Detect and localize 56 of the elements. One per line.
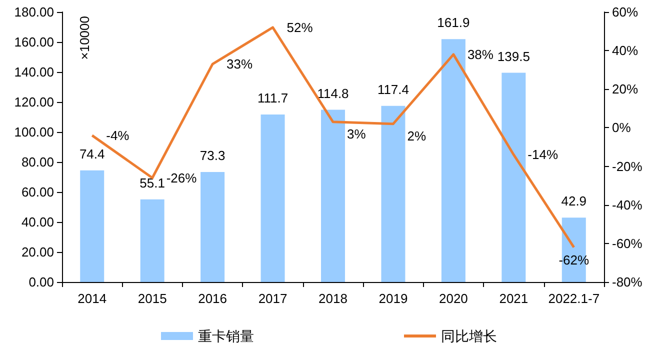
x-tick-label: 2022.1-7 <box>548 291 600 306</box>
y-tick-label: 40.00 <box>21 214 54 230</box>
y-tick-label: 120.00 <box>14 94 54 110</box>
data-label: 73.3 <box>200 148 226 164</box>
data-label: 52% <box>286 20 314 35</box>
y2-tick-label: -20% <box>612 158 643 174</box>
data-label: 3% <box>347 126 366 142</box>
data-label: 139.5 <box>497 48 530 64</box>
data-label: 38% <box>467 46 494 62</box>
bar <box>321 110 345 282</box>
y-tick-label: 140.00 <box>14 64 54 80</box>
x-tick-label: 2014 <box>78 291 107 306</box>
y-tick-label: 160.00 <box>14 34 54 50</box>
y-tick-label: 20.00 <box>21 244 54 260</box>
y-tick-label: 100.00 <box>14 124 54 140</box>
y-tick-label: 60.00 <box>21 184 54 200</box>
y2-tick-label: 20% <box>612 82 638 97</box>
bar <box>80 170 104 282</box>
bar <box>381 106 406 282</box>
data-label: -62% <box>558 252 590 268</box>
bar <box>502 72 526 282</box>
bar <box>200 172 225 282</box>
x-tick-label: 2019 <box>378 291 408 306</box>
data-label: 2% <box>407 128 426 144</box>
x-tick-label: 2017 <box>258 291 288 306</box>
bar <box>260 114 285 282</box>
data-label: 117.4 <box>377 82 410 97</box>
x-tick-label: 2018 <box>318 291 348 306</box>
x-tick-label: 2016 <box>198 291 228 306</box>
data-label: 111.7 <box>257 90 288 106</box>
data-label: 161.9 <box>437 15 470 30</box>
bar <box>441 39 466 282</box>
data-label: 114.8 <box>317 86 349 101</box>
y2-tick-label: -60% <box>612 236 643 251</box>
data-label: -4% <box>106 128 130 143</box>
y-tick-label: 180.00 <box>14 4 54 20</box>
x-tick-label: 2020 <box>438 291 468 306</box>
legend-label: 同比增长 <box>441 328 497 344</box>
y-tick-label: 0.00 <box>28 274 54 290</box>
data-label: 74.4 <box>79 146 105 162</box>
data-label: -26% <box>166 170 198 186</box>
y2-tick-label: -80% <box>612 274 643 290</box>
x-tick-label: 2021 <box>499 291 528 306</box>
bar <box>140 199 164 282</box>
y2-tick-label: 40% <box>612 43 638 58</box>
data-label: 42.9 <box>561 194 587 209</box>
y2-tick-label: -40% <box>612 197 643 212</box>
y2-tick-label: 0% <box>612 120 632 136</box>
data-label: -14% <box>528 147 558 162</box>
x-tick-label: 2015 <box>138 291 167 306</box>
data-label: 55.1 <box>140 175 165 190</box>
data-label: 33% <box>226 56 254 72</box>
legend-label: 重卡销量 <box>198 328 254 344</box>
y-axis-title: ×10000 <box>77 16 92 60</box>
y2-tick-label: 60% <box>612 4 638 20</box>
y-tick-label: 80.00 <box>21 154 54 170</box>
